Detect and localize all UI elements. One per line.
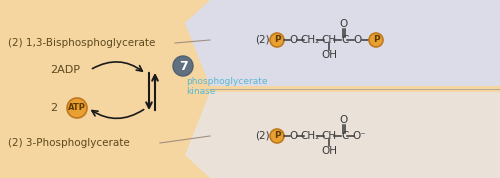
Text: CH₂: CH₂ <box>300 35 320 45</box>
Text: (2) 1,3-Bisphosphoglycerate: (2) 1,3-Bisphosphoglycerate <box>8 38 156 48</box>
Circle shape <box>270 33 284 47</box>
Text: CH₂: CH₂ <box>300 131 320 141</box>
Text: CH: CH <box>322 131 336 141</box>
Text: O: O <box>340 115 348 125</box>
Polygon shape <box>210 0 500 86</box>
Text: OH: OH <box>321 146 337 156</box>
Text: C: C <box>342 131 348 141</box>
Text: P: P <box>274 132 280 140</box>
Polygon shape <box>185 0 210 86</box>
Text: OH: OH <box>321 50 337 60</box>
Text: (2) 3-Phosphoglycerate: (2) 3-Phosphoglycerate <box>8 138 130 148</box>
Text: P: P <box>274 35 280 44</box>
Text: (2): (2) <box>255 35 270 45</box>
Text: P: P <box>372 35 380 44</box>
Text: ATP: ATP <box>68 103 86 112</box>
Polygon shape <box>185 92 210 155</box>
Polygon shape <box>185 92 210 178</box>
Text: kinase: kinase <box>186 87 216 96</box>
Text: 2: 2 <box>50 103 57 113</box>
Text: O⁻: O⁻ <box>352 131 366 141</box>
Circle shape <box>270 129 284 143</box>
Text: CH: CH <box>322 35 336 45</box>
Text: O: O <box>340 19 348 29</box>
Text: O: O <box>289 131 297 141</box>
Circle shape <box>173 56 193 76</box>
Text: 7: 7 <box>178 59 188 72</box>
Text: 2ADP: 2ADP <box>50 65 80 75</box>
Text: phosphoglycerate: phosphoglycerate <box>186 77 268 85</box>
Text: (2): (2) <box>255 131 270 141</box>
Polygon shape <box>210 92 500 178</box>
Polygon shape <box>185 23 210 86</box>
Circle shape <box>67 98 87 118</box>
Text: O: O <box>289 35 297 45</box>
Circle shape <box>369 33 383 47</box>
Text: C: C <box>342 35 348 45</box>
Text: O: O <box>354 35 362 45</box>
